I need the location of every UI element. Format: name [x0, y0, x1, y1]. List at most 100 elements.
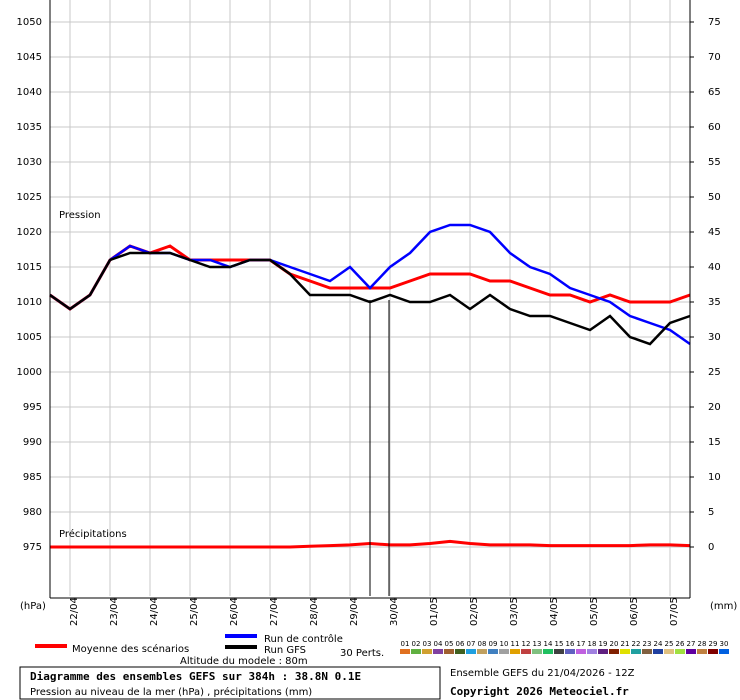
legend-label: Run GFS: [264, 645, 306, 656]
legend-label: 06: [456, 640, 465, 648]
x-tick-label: 07/05: [669, 597, 680, 626]
legend-swatch: [587, 649, 597, 654]
annotation: Ensemble GEFS du 21/04/2026 - 12Z: [450, 668, 635, 679]
legend-label: 05: [445, 640, 454, 648]
y-tick-label: 1020: [17, 227, 42, 238]
y-tick-label: 1035: [17, 122, 42, 133]
legend-swatch: [455, 649, 465, 654]
legend-label: 18: [588, 640, 597, 648]
y-tick-label: 1030: [17, 157, 42, 168]
x-tick-label: 23/04: [109, 597, 120, 626]
legend-swatch: [697, 649, 707, 654]
legend-label: 27: [687, 640, 696, 648]
legend-label: 17: [577, 640, 586, 648]
axis-unit: (mm): [710, 601, 737, 612]
y-tick-label: 1010: [17, 297, 42, 308]
legend-swatch: [598, 649, 608, 654]
legend-swatch: [664, 649, 674, 654]
y-tick-label: 980: [23, 507, 42, 518]
legend-label: 01: [401, 640, 410, 648]
legend-swatch: [422, 649, 432, 654]
y2-tick-label: 0: [708, 542, 714, 553]
y2-tick-label: 25: [708, 367, 721, 378]
legend-label: 13: [533, 640, 542, 648]
legend-swatch: [466, 649, 476, 654]
x-tick-label: 02/05: [469, 597, 480, 626]
legend-swatch: [565, 649, 575, 654]
legend-label: 09: [489, 640, 498, 648]
y2-tick-label: 35: [708, 297, 721, 308]
grid: [50, 0, 690, 596]
legend-swatch: [499, 649, 509, 654]
legend-label: 14: [544, 640, 553, 648]
x-tick-label: 05/05: [589, 597, 600, 626]
y2-tick-label: 15: [708, 437, 721, 448]
y2-tick-label: 55: [708, 157, 721, 168]
legend-swatch: [675, 649, 685, 654]
legend-swatch: [554, 649, 564, 654]
x-tick-label: 26/04: [229, 597, 240, 626]
y2-tick-label: 30: [708, 332, 721, 343]
legend-swatch: [510, 649, 520, 654]
x-tick-label: 04/05: [549, 597, 560, 626]
legend-label: Run de contrôle: [264, 633, 343, 645]
x-tick-label: 01/05: [429, 597, 440, 626]
y2-tick-label: 5: [708, 507, 714, 518]
legend-swatch: [433, 649, 443, 654]
legend-label: 30: [720, 640, 729, 648]
legend-swatch: [631, 649, 641, 654]
annotation: 30 Perts.: [340, 648, 384, 659]
legend-label: 23: [643, 640, 652, 648]
legend-label: 08: [478, 640, 487, 648]
legend-label: 24: [654, 640, 663, 648]
y-tick-label: 985: [23, 472, 42, 483]
x-tick-label: 24/04: [149, 597, 160, 626]
legend-label: 15: [555, 640, 564, 648]
legend-label: 12: [522, 640, 531, 648]
legend-label: 21: [621, 640, 630, 648]
legend-swatch: [653, 649, 663, 654]
y-tick-label: 1015: [17, 262, 42, 273]
x-tick-label: 06/05: [629, 597, 640, 626]
legend-swatch: [642, 649, 652, 654]
x-tick-label: 28/04: [309, 597, 320, 626]
legend-label: 04: [434, 640, 443, 648]
legend-label: 03: [423, 640, 432, 648]
legend-swatch: [444, 649, 454, 654]
legend-swatch: [543, 649, 553, 654]
y2-tick-label: 65: [708, 87, 721, 98]
x-tick-label: 30/04: [389, 597, 400, 626]
legend-label: 29: [709, 640, 718, 648]
y2-tick-label: 70: [708, 52, 721, 63]
chart-title: Diagramme des ensembles GEFS sur 384h : …: [30, 670, 361, 683]
legend-swatch: [719, 649, 729, 654]
y-tick-label: 975: [23, 542, 42, 553]
y2-tick-label: 75: [708, 17, 721, 28]
y-tick-label: 995: [23, 402, 42, 413]
y-tick-label: 1025: [17, 192, 42, 203]
y-tick-label: 1045: [17, 52, 42, 63]
y2-tick-label: 20: [708, 402, 721, 413]
y2-tick-label: 10: [708, 472, 721, 483]
y2-tick-label: 45: [708, 227, 721, 238]
y-tick-label: 1050: [17, 17, 42, 28]
x-tick-label: 29/04: [349, 597, 360, 626]
annotation: Copyright 2026 Meteociel.fr: [450, 685, 629, 698]
legend-label: 19: [599, 640, 608, 648]
legend-swatch: [488, 649, 498, 654]
legend-label: 20: [610, 640, 619, 648]
y2-tick-label: 40: [708, 262, 721, 273]
x-tick-label: 03/05: [509, 597, 520, 626]
axis-unit: (hPa): [20, 601, 46, 612]
legend-swatch: [411, 649, 421, 654]
legend-swatch: [686, 649, 696, 654]
legend-swatch: [532, 649, 542, 654]
legend-swatch: [609, 649, 619, 654]
legend-swatch: [477, 649, 487, 654]
legend-label: Moyenne des scénarios: [72, 643, 189, 655]
legend-swatch: [521, 649, 531, 654]
y-tick-label: 1040: [17, 87, 42, 98]
legend-label: 07: [467, 640, 476, 648]
legend-label: 26: [676, 640, 685, 648]
y-tick-label: 1000: [17, 367, 42, 378]
